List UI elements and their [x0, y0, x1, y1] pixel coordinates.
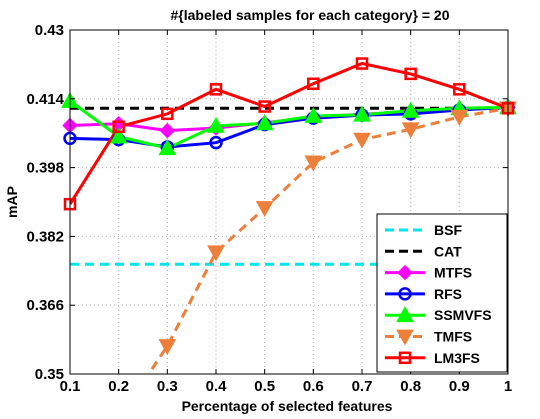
legend-label-lm3fs: LM3FS: [434, 350, 480, 366]
data-point-tmfs: [353, 132, 371, 149]
data-point-lm3fs: [161, 107, 174, 121]
y-tick-label: 0.398: [26, 160, 64, 177]
axes-box: [69, 29, 509, 375]
x-tick-label: 0.6: [303, 378, 324, 395]
legend-marker-lm3fs: [398, 351, 412, 365]
chart-title: #{labeled samples for each category} = 2…: [171, 7, 450, 23]
y-tick-labels: 0.35 0.366 0.382 0.398 0.414 0.43: [26, 22, 64, 383]
series-line-tmfs: [146, 106, 508, 374]
x-tick-label: 0.8: [400, 378, 421, 395]
legend-label-bsf: BSF: [434, 222, 462, 238]
x-tick-label: 0.7: [352, 378, 373, 395]
series-markers: [61, 57, 517, 356]
y-tick-label: 0.366: [26, 297, 64, 314]
data-point-rfs: [209, 135, 223, 150]
data-point-lm3fs: [112, 120, 125, 133]
legend-label-tmfs: TMFS: [434, 329, 472, 345]
legend: BSF CAT MTFS RFS SSMVFS TMFS LM3FS: [376, 213, 508, 373]
legend-marker-mtfs: [397, 264, 413, 281]
data-point-mtfs: [159, 122, 176, 139]
y-axis-label: mAP: [4, 186, 20, 218]
data-point-ssmvfs: [158, 139, 177, 156]
data-point-tmfs: [207, 245, 225, 262]
legend-label-mtfs: MTFS: [434, 265, 472, 281]
y-tick-label: 0.35: [35, 366, 64, 383]
legend-label-cat: CAT: [434, 243, 462, 259]
data-point-ssmvfs: [109, 127, 128, 144]
x-tick-labels: 0.1 0.2 0.3 0.4 0.5 0.6 0.7 0.8 0.9 1: [60, 378, 513, 395]
legend-marker-ssmvfs: [396, 306, 414, 323]
data-point-ssmvfs: [207, 116, 225, 133]
data-point-lm3fs: [355, 57, 369, 70]
series-line-ssmvfs: [70, 99, 508, 150]
data-point-tmfs: [304, 155, 323, 172]
x-axis-label: Percentage of selected features: [182, 398, 393, 414]
data-point-lm3fs: [404, 67, 417, 81]
data-point-lm3fs: [258, 100, 271, 113]
legend-label-ssmvfs: SSMVFS: [434, 307, 492, 323]
data-point-tmfs: [450, 109, 469, 126]
data-point-ssmvfs: [255, 114, 274, 131]
legend-marker-rfs: [398, 287, 412, 301]
x-tick-label: 0.2: [108, 378, 129, 395]
legend-label-rfs: RFS: [434, 286, 462, 302]
series-lines: [70, 61, 508, 374]
series-line-lm3fs: [70, 61, 508, 205]
legend-marker-tmfs: [396, 329, 414, 346]
data-point-ssmvfs: [401, 101, 420, 118]
x-tick-label: 0.5: [254, 378, 275, 395]
data-point-lm3fs: [307, 77, 320, 90]
data-point-tmfs: [255, 201, 274, 218]
x-tick-label: 1: [504, 378, 512, 395]
x-tick-label: 0.3: [157, 378, 178, 395]
x-tick-label: 0.1: [60, 378, 81, 395]
y-tick-label: 0.414: [26, 91, 64, 108]
x-tick-label: 0.9: [449, 378, 470, 395]
x-tick-label: 0.4: [206, 378, 228, 395]
y-tick-label: 0.382: [26, 228, 64, 245]
y-tick-label: 0.43: [35, 22, 64, 39]
data-point-ssmvfs: [304, 106, 323, 123]
data-point-lm3fs: [209, 83, 223, 96]
data-point-lm3fs: [453, 83, 466, 96]
data-point-ssmvfs: [353, 105, 371, 122]
data-point-tmfs: [158, 339, 177, 356]
data-point-tmfs: [401, 122, 420, 139]
